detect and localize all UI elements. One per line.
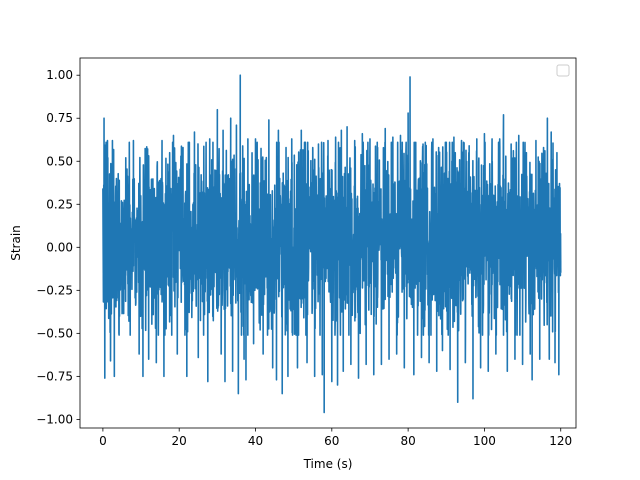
y-tick-label: 0.00 [46, 240, 73, 254]
x-axis-ticks: 0 20 40 60 80 100 120 [99, 428, 572, 448]
series-layer [102, 74, 562, 414]
x-tick-label: 40 [248, 434, 263, 448]
y-axis-ticks: −1.00 −0.75 −0.50 −0.25 0.00 0.25 0.50 0.75 1.00 [36, 68, 80, 426]
y-tick-label: −1.00 [36, 412, 73, 426]
y-tick-label: 0.75 [46, 111, 73, 125]
y-tick-label: −0.75 [36, 369, 73, 383]
x-axis-label: Time (s) [303, 457, 353, 471]
x-tick-label: 100 [473, 434, 496, 448]
x-tick-label: 120 [549, 434, 572, 448]
x-tick-label: 80 [400, 434, 415, 448]
x-tick-label: 20 [172, 434, 187, 448]
y-tick-label: 0.25 [46, 197, 73, 211]
y-tick-label: −0.50 [36, 326, 73, 340]
x-tick-label: 0 [99, 434, 107, 448]
y-axis-label: Strain [9, 225, 23, 261]
strain-series-line [102, 74, 562, 414]
axes-frame [79, 57, 577, 429]
y-tick-label: 0.50 [46, 154, 73, 168]
y-tick-label: 1.00 [46, 68, 73, 82]
x-tick-label: 60 [324, 434, 339, 448]
y-tick-label: −0.25 [36, 283, 73, 297]
legend-box [556, 64, 570, 77]
